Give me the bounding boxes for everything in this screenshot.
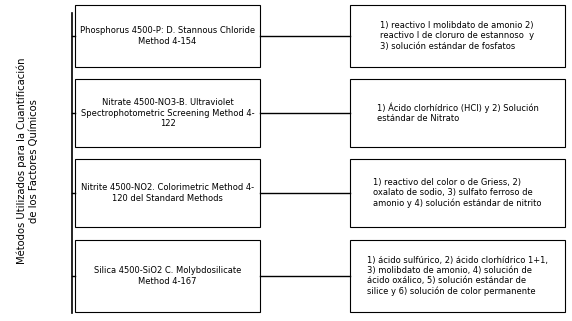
Text: Nitrate 4500-NO3-B. Ultraviolet
Spectrophotometric Screening Method 4-
122: Nitrate 4500-NO3-B. Ultraviolet Spectrop… (81, 98, 255, 128)
Text: Phosphorus 4500-P: D. Stannous Chloride
Method 4-154: Phosphorus 4500-P: D. Stannous Chloride … (80, 26, 255, 46)
Text: 1) Ácido clorhídrico (HCl) y 2) Solución
estándar de Nitrato: 1) Ácido clorhídrico (HCl) y 2) Solución… (376, 102, 538, 124)
Bar (350, 240, 565, 312)
Bar (350, 159, 565, 227)
Text: 1) reactivo del color o de Griess, 2)
oxalato de sodio, 3) sulfato ferroso de
am: 1) reactivo del color o de Griess, 2) ox… (374, 178, 542, 208)
Text: 1) ácido sulfúrico, 2) ácido clorhídrico 1+1,
3) molibdato de amonio, 4) solució: 1) ácido sulfúrico, 2) ácido clorhídrico… (367, 256, 548, 296)
Bar (75, 159, 260, 227)
Bar (75, 79, 260, 147)
Bar (350, 79, 565, 147)
Bar (350, 5, 565, 67)
Bar (75, 240, 260, 312)
Text: Silica 4500-SiO2 C. Molybdosilicate
Method 4-167: Silica 4500-SiO2 C. Molybdosilicate Meth… (94, 266, 241, 286)
Text: 1) reactivo I molibdato de amonio 2)
reactivo I de cloruro de estannoso  y
3) so: 1) reactivo I molibdato de amonio 2) rea… (380, 21, 535, 51)
Text: Métodos Utilizados para la Cuantificación
de los Factores Químicos: Métodos Utilizados para la Cuantificació… (17, 58, 39, 264)
Bar (75, 5, 260, 67)
Text: Nitrite 4500-NO2. Colorimetric Method 4-
120 del Standard Methods: Nitrite 4500-NO2. Colorimetric Method 4-… (81, 183, 254, 203)
